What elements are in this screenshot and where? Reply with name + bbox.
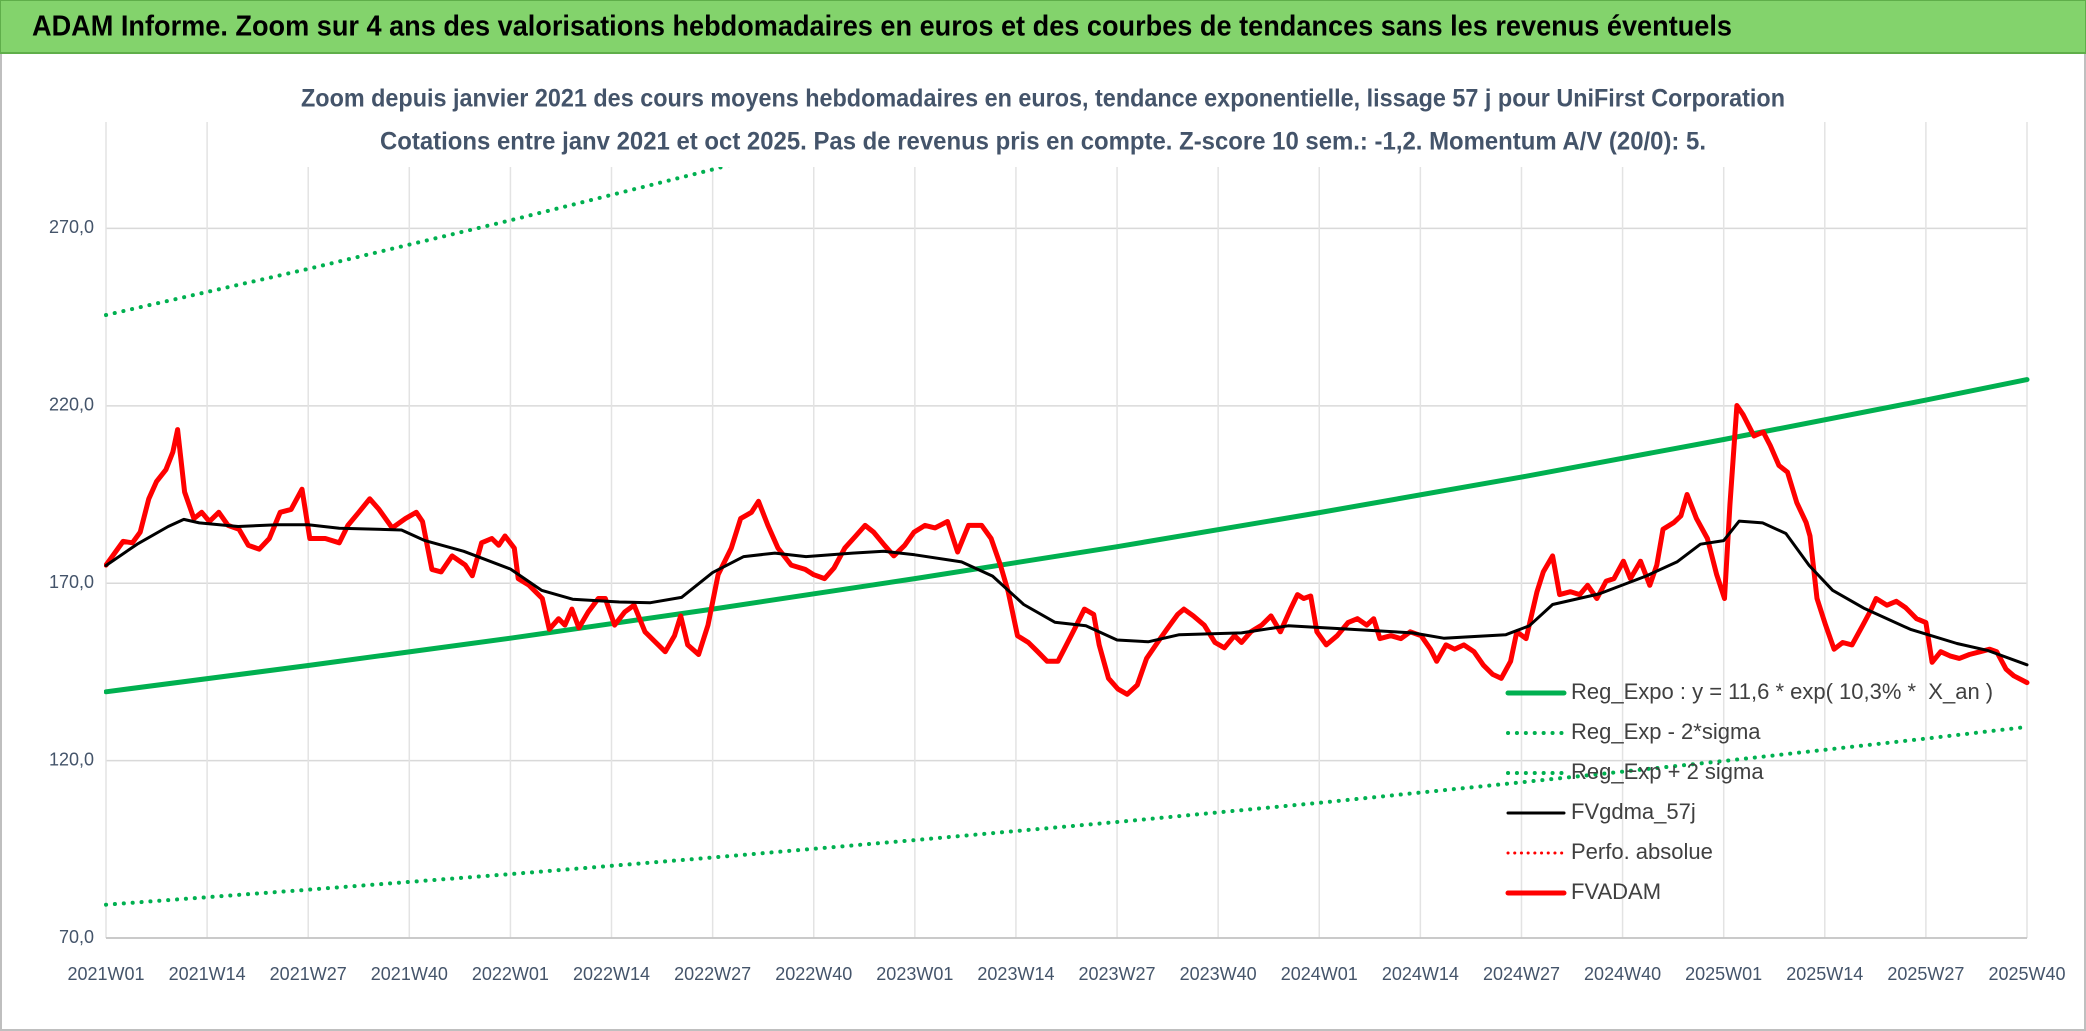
x-tick-label: 2021W40 <box>371 964 448 984</box>
series-line <box>104 403 2030 697</box>
x-tick-label: 2025W14 <box>1786 964 1863 984</box>
x-tick-label: 2023W27 <box>1079 964 1156 984</box>
x-tick-label: 2022W14 <box>573 964 650 984</box>
header: ADAM Informe. Zoom sur 4 ans des valoris… <box>32 11 1732 43</box>
x-tick-label: 2024W27 <box>1483 964 1560 984</box>
legend-label: Reg_Exp - 2*sigma <box>1571 719 1761 744</box>
chart-subtitle: Cotations entre janv 2021 et oct 2025. P… <box>380 128 1706 156</box>
chart-title: Zoom depuis janvier 2021 des cours moyen… <box>301 85 1785 113</box>
x-tick-label: 2023W40 <box>1180 964 1257 984</box>
x-tick-label: 2022W01 <box>472 964 549 984</box>
x-tick-label: 2025W40 <box>1988 964 2065 984</box>
x-tick-label: 2025W27 <box>1887 964 1964 984</box>
series-line <box>104 517 2029 667</box>
x-tick-label: 2021W01 <box>67 964 144 984</box>
title-box <box>285 77 1790 167</box>
x-tick-label: 2022W27 <box>674 964 751 984</box>
x-tick-label: 2021W14 <box>169 964 246 984</box>
legend-label: FVADAM <box>1571 879 1661 904</box>
x-tick-label: 2024W14 <box>1382 964 1459 984</box>
x-tick-label: 2022W40 <box>775 964 852 984</box>
series-line <box>104 120 907 317</box>
series-line <box>104 724 2029 907</box>
y-tick-label: 120,0 <box>49 749 94 769</box>
header-bar <box>0 0 2086 54</box>
y-tick-label: 170,0 <box>49 572 94 592</box>
x-tick-label: 2024W40 <box>1584 964 1661 984</box>
x-tick-label: 2021W27 <box>270 964 347 984</box>
x-tick-label: 2023W14 <box>977 964 1054 984</box>
legend-label: Reg_Expo : y = 11,6 * exp( 10,3% * X_an … <box>1571 679 1993 704</box>
x-tick-label: 2023W01 <box>876 964 953 984</box>
series-line <box>104 377 2030 695</box>
legend-label: Perfo. absolue <box>1571 839 1713 864</box>
y-tick-label: 220,0 <box>49 395 94 415</box>
x-tick-label: 2024W01 <box>1281 964 1358 984</box>
y-tick-label: 270,0 <box>49 217 94 237</box>
legend-label: FVgdma_57j <box>1571 799 1696 824</box>
x-tick-label: 2025W01 <box>1685 964 1762 984</box>
y-tick-label: 70,0 <box>59 927 94 947</box>
legend-label: Reg_Exp + 2 sigma <box>1571 759 1764 784</box>
